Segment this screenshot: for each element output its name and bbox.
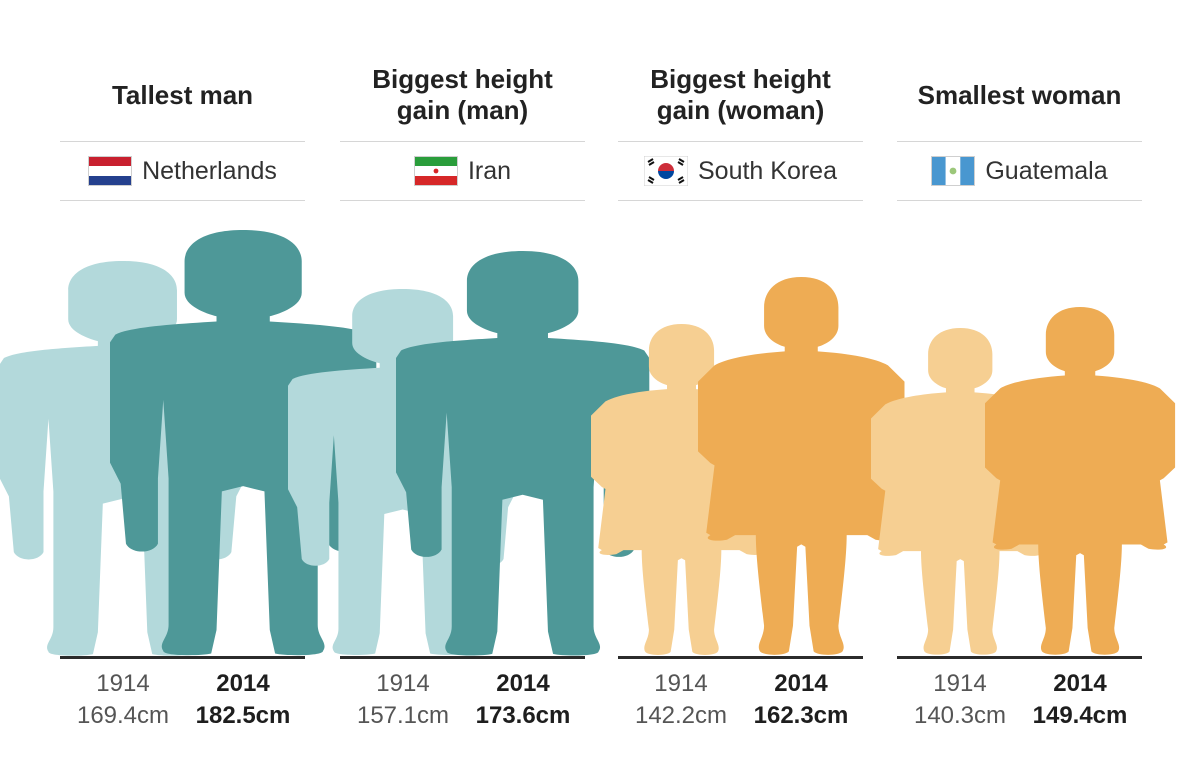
woman-silhouette-2014	[984, 307, 1175, 655]
year-label: 2014	[774, 670, 828, 697]
country-name: Netherlands	[142, 156, 277, 185]
year-label: 1914	[654, 670, 708, 697]
panel-title: Biggest height	[650, 64, 831, 94]
country-label: South Korea	[618, 148, 863, 194]
height-label: 149.4cm	[1032, 702, 1128, 729]
height-label: 182.5cm	[195, 702, 291, 729]
year-label: 1914	[933, 670, 987, 697]
south-korea-flag	[644, 156, 688, 186]
panel-title: Smallest woman	[917, 80, 1122, 110]
panel-1: Tallest man Netherlands 1914 169.4cm 2014 182…	[0, 0, 377, 759]
height-label: 142.2cm	[634, 702, 728, 729]
baseline	[618, 656, 863, 659]
baseline	[897, 656, 1142, 659]
year-label: 2014	[496, 670, 550, 697]
country-name: Iran	[467, 156, 512, 185]
height-label: 162.3cm	[753, 702, 849, 729]
baseline	[340, 656, 585, 659]
panel-title: gain (woman)	[656, 95, 825, 125]
panel-2: Biggest height gain (man) Iran 1914 157.1cm 2…	[288, 0, 650, 759]
year-label: 2014	[216, 670, 270, 697]
man-silhouette-2014	[396, 250, 650, 656]
country-label: Netherlands	[60, 148, 305, 194]
guatemala-flag	[931, 156, 976, 186]
panel-title: gain (man)	[396, 95, 529, 125]
country-label: Iran	[340, 148, 585, 194]
country-name: Guatemala	[985, 156, 1108, 185]
divider	[340, 141, 585, 142]
panel-title: Biggest height	[372, 64, 553, 94]
divider	[897, 141, 1142, 142]
divider	[897, 200, 1142, 201]
woman-silhouette-2014	[697, 277, 905, 655]
year-label: 1914	[376, 670, 430, 697]
divider	[618, 200, 863, 201]
divider	[618, 141, 863, 142]
country-name: South Korea	[698, 156, 837, 185]
netherlands-flag	[88, 156, 133, 186]
iran-flag	[413, 156, 458, 186]
divider	[60, 141, 305, 142]
country-label: Guatemala	[897, 148, 1142, 194]
panel-4: Smallest woman Guatemala 1914 140.3cm 2014 14…	[870, 0, 1175, 759]
baseline	[60, 656, 305, 659]
divider	[60, 200, 305, 201]
height-label: 157.1cm	[356, 702, 450, 729]
height-label: 169.4cm	[76, 702, 170, 729]
year-label: 2014	[1053, 670, 1107, 697]
height-label: 140.3cm	[913, 702, 1007, 729]
panel-3: Biggest height gain (woman) South Korea 191…	[590, 0, 905, 759]
panel-title: Tallest man	[111, 80, 254, 110]
divider	[340, 200, 585, 201]
year-label: 1914	[96, 670, 150, 697]
height-label: 173.6cm	[475, 702, 571, 729]
